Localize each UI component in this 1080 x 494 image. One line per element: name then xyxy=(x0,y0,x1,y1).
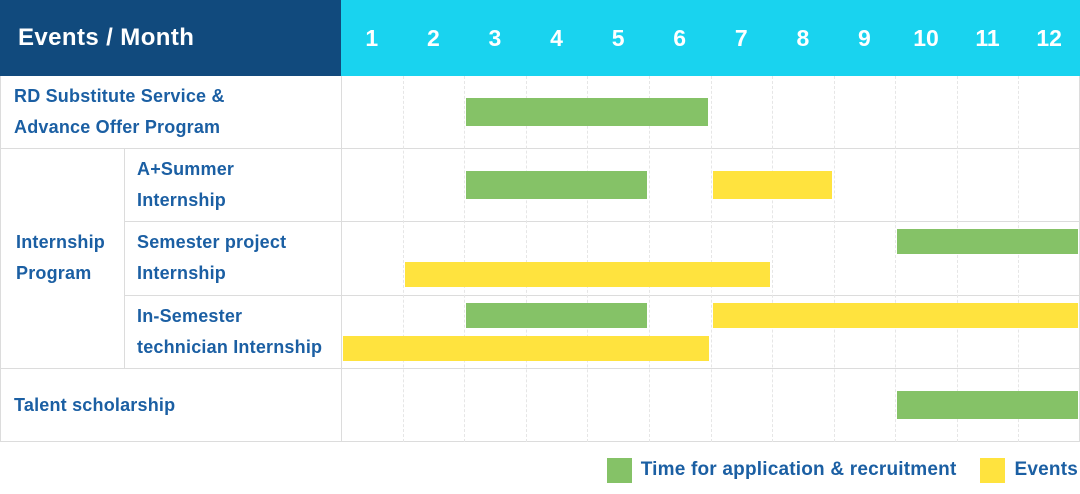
row-label-rd-substitute-text: Advance Offer Program xyxy=(14,117,221,137)
row-label-rd-substitute-text: RD Substitute Service & xyxy=(14,86,225,106)
month-gridline xyxy=(525,76,527,442)
month-gridline xyxy=(464,76,466,442)
column-divider-line xyxy=(0,76,1,442)
events-month-header: Events / Month xyxy=(0,0,341,76)
gantt-bar-application xyxy=(466,302,647,328)
row-label-in-semester-technician-text: In-Semester xyxy=(137,305,243,326)
row-label-in-semester-technician: In-Semester technician Internship xyxy=(124,295,341,368)
month-header-cell: 2 xyxy=(426,24,440,51)
month-header: 1 2 3 4 5 6 7 8 9 10 11 12 xyxy=(341,0,1080,76)
column-divider-line xyxy=(124,148,125,368)
month-gridline xyxy=(710,76,712,442)
column-divider-line xyxy=(341,76,342,442)
row-divider-line xyxy=(0,441,1080,442)
row-label-semester-project-text: Semester project xyxy=(137,232,287,252)
month-header-cell: 6 xyxy=(673,24,687,51)
month-gridline xyxy=(833,76,835,442)
legend-label: Time for application & recruitment xyxy=(640,459,957,480)
row-label-talent-scholarship-text: Talent scholarship xyxy=(14,394,176,415)
gantt-bar-event xyxy=(343,335,709,361)
legend-item-event: Events xyxy=(980,457,1078,483)
row-divider-line xyxy=(124,295,1080,296)
row-divider-line xyxy=(124,221,1080,222)
legend: Time for application & recruitment Events xyxy=(606,456,1078,484)
month-header-cell: 7 xyxy=(734,24,748,51)
gantt-bar-event xyxy=(404,262,771,287)
group-label-internship-program-text: Internship xyxy=(16,232,106,252)
row-label-semester-project: Semester project Internship xyxy=(124,221,341,295)
month-header-cell: 8 xyxy=(796,24,810,51)
month-gridline xyxy=(1018,76,1020,442)
month-header-cell: 4 xyxy=(550,24,563,51)
gantt-bar-event xyxy=(712,170,832,199)
month-gridline xyxy=(895,76,897,442)
legend-item-application: Time for application & recruitment xyxy=(606,457,957,483)
row-label-in-semester-technician-text: technician Internship xyxy=(137,336,323,357)
month-header-cell: 12 xyxy=(1036,24,1062,51)
row-label-a-plus-summer: A+Summer Internship xyxy=(124,148,341,221)
month-gridline xyxy=(648,76,650,442)
gantt-bar-application xyxy=(466,170,647,199)
row-label-a-plus-summer-text: A+Summer xyxy=(137,158,235,179)
gantt-bar-application xyxy=(897,391,1078,419)
row-divider-line xyxy=(0,368,1080,369)
row-label-semester-project-text: Internship xyxy=(137,263,227,283)
legend-swatch-event xyxy=(980,457,1006,483)
table-header-row: Events / Month 1 2 3 4 5 6 7 8 9 10 11 12 xyxy=(0,0,1080,76)
month-header-cell: 5 xyxy=(611,24,625,51)
group-label-internship-program: Internship Program xyxy=(0,148,124,368)
month-header-cell: 1 xyxy=(365,24,379,51)
month-gridline xyxy=(587,76,589,442)
month-header-cell: 10 xyxy=(913,24,939,51)
row-label-a-plus-summer-text: Internship xyxy=(137,189,227,210)
group-label-internship-program-text: Program xyxy=(16,263,92,283)
legend-label: Events xyxy=(1014,459,1078,480)
month-gridline xyxy=(956,76,958,442)
month-header-cell: 9 xyxy=(858,24,871,51)
legend-swatch-application xyxy=(606,457,632,483)
gantt-bar-event xyxy=(712,302,1078,328)
gantt-bar-application xyxy=(897,229,1078,254)
row-divider-line xyxy=(0,148,1080,149)
month-header-cell: 3 xyxy=(488,24,502,51)
schedule-table-body: RD Substitute Service & Advance Offer Pro… xyxy=(0,76,1080,442)
gantt-bar-application xyxy=(466,98,709,126)
row-label-talent-scholarship: Talent scholarship xyxy=(0,368,341,442)
month-gridline xyxy=(772,76,774,442)
month-gridline xyxy=(402,76,404,442)
month-header-cell: 11 xyxy=(975,24,1000,51)
row-label-rd-substitute: RD Substitute Service & Advance Offer Pro… xyxy=(0,76,341,148)
